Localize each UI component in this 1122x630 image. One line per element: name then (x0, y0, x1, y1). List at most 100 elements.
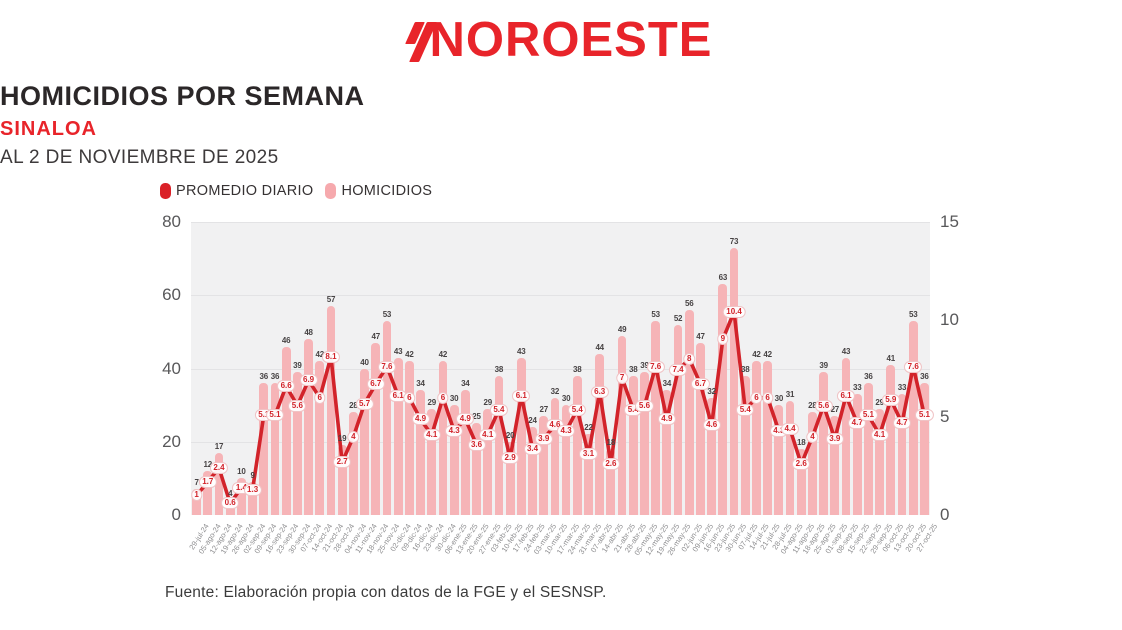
avg-point-label: 2.6 (601, 458, 620, 471)
bar (852, 394, 862, 515)
avg-point-label: 4 (806, 430, 819, 443)
avg-point-label: 3.9 (825, 432, 844, 445)
bar (740, 375, 750, 515)
avg-point-label: 2.7 (333, 456, 352, 469)
bar (326, 306, 336, 515)
avg-point-label: 4 (347, 430, 360, 443)
avg-point-label: 6.6 (277, 380, 296, 393)
bar (684, 309, 694, 515)
avg-point-label: 5.1 (915, 409, 934, 422)
avg-point-label: 4.9 (411, 413, 430, 426)
bar-value-label: 20 (505, 430, 515, 440)
logo-text: NOROESTE (429, 13, 713, 67)
avg-point-label: 5.6 (288, 399, 307, 412)
bar (785, 401, 795, 515)
legend-item-promedio: PROMEDIO DIARIO (160, 183, 313, 199)
bar-value-label: 25 (472, 412, 481, 422)
bar-value-label: 39 (819, 361, 828, 371)
bar-value-label: 18 (606, 438, 616, 448)
bar (539, 416, 549, 515)
avg-point-label: 5.6 (814, 399, 833, 412)
bar (606, 449, 616, 515)
chart-legend: PROMEDIO DIARIO HOMICIDIOS (160, 183, 432, 199)
bar (584, 434, 593, 515)
avg-point-label: 6 (437, 391, 449, 404)
bar-value-label: 28 (808, 401, 817, 411)
bar-value-label: 19 (337, 434, 347, 444)
bar (673, 324, 683, 515)
bar (404, 361, 414, 515)
bar (763, 361, 773, 515)
avg-point-label: 4.9 (456, 413, 475, 426)
bar-value-label: 56 (685, 298, 694, 308)
avg-point-label: 4.4 (780, 423, 800, 436)
avg-point-label: 5.7 (355, 397, 374, 410)
avg-point-label: 7.6 (377, 360, 396, 373)
bar (841, 357, 851, 515)
bar (360, 368, 369, 515)
bar (416, 390, 425, 515)
bar (707, 397, 717, 515)
avg-point-label: 6.1 (836, 389, 856, 402)
bar-value-label: 38 (629, 364, 638, 374)
bar (483, 408, 493, 515)
bar (628, 375, 638, 515)
bar-value-label: 42 (763, 350, 772, 360)
bar-value-label: 29 (875, 397, 884, 407)
bar-value-label: 34 (461, 379, 470, 389)
y-axis-tick-label-left: 40 (162, 358, 181, 378)
bar-value-label: 24 (528, 416, 537, 426)
bar-value-label: 27 (830, 405, 840, 415)
bar-value-label: 41 (886, 353, 896, 363)
avg-point-label: 6.1 (512, 389, 531, 402)
gridline (191, 295, 930, 297)
bar (371, 342, 381, 515)
y-axis-tick-label-right: 10 (940, 309, 959, 329)
gridline (191, 441, 930, 443)
avg-point-label: 7 (616, 372, 628, 385)
bar (259, 383, 269, 515)
bar (662, 390, 672, 515)
avg-point-label: 6 (750, 391, 763, 404)
bar-value-label: 32 (550, 386, 560, 396)
bar-value-label: 7 (194, 478, 199, 488)
bar-value-label: 30 (774, 394, 784, 404)
y-axis-tick-label-right: 0 (940, 505, 950, 524)
bar (908, 320, 918, 515)
bar-value-label: 31 (785, 390, 795, 400)
avg-point-label: 9 (717, 333, 729, 346)
bar-value-label: 30 (449, 394, 459, 404)
bar-value-label: 12 (203, 460, 213, 470)
bar (696, 342, 705, 515)
bar (651, 320, 661, 515)
bar (718, 284, 728, 515)
bar-value-label: 32 (707, 386, 716, 396)
bar-value-label: 33 (852, 383, 862, 393)
bar-value-label: 10 (237, 467, 246, 477)
bar (460, 390, 470, 515)
bar (550, 397, 560, 515)
avg-point-label: 4.1 (422, 428, 441, 441)
bar-value-label: 42 (752, 350, 761, 360)
bar (920, 383, 929, 515)
y-axis-tick-label-left: 80 (162, 212, 181, 231)
avg-point-label: 6.3 (590, 385, 609, 398)
bar-value-label: 42 (405, 350, 414, 360)
avg-point-label: 1 (190, 489, 203, 502)
bar-value-label: 36 (270, 372, 280, 382)
bar (304, 339, 313, 515)
bar (203, 471, 213, 515)
avg-point-label: 5.1 (859, 409, 878, 422)
bar (427, 408, 437, 515)
bar-value-label: 39 (640, 361, 649, 371)
bar-value-label: 38 (573, 364, 582, 374)
bar (449, 405, 459, 515)
avg-point-label: 8.1 (321, 350, 341, 363)
avg-point-label: 4.6 (702, 419, 721, 432)
bar (617, 335, 627, 515)
noroeste-logo-mark-icon (404, 19, 437, 62)
avg-point-label: 8 (683, 352, 695, 365)
avg-point-label: 7.6 (904, 360, 923, 373)
bar-value-label: 47 (371, 331, 381, 341)
bar-value-label: 53 (651, 309, 660, 319)
